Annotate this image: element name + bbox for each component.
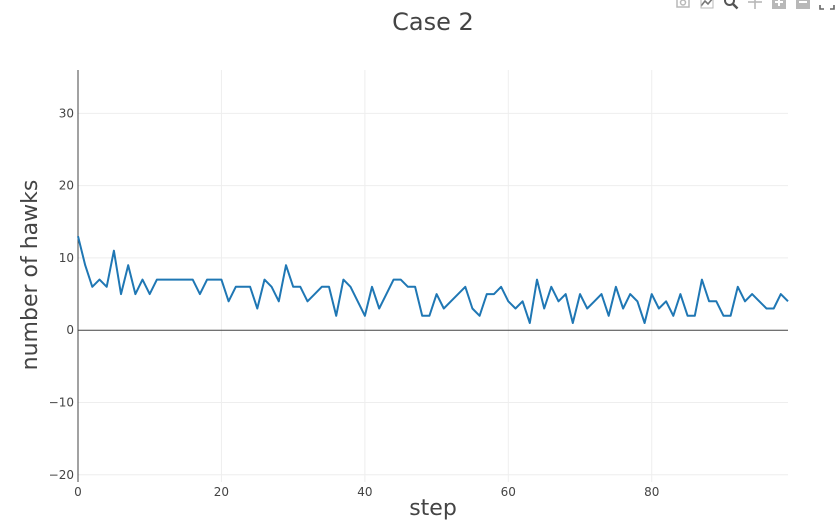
y-tick-label: −20 [49, 468, 74, 482]
zoom-in-icon[interactable] [770, 0, 788, 10]
camera-icon[interactable] [674, 0, 692, 10]
chart-title: Case 2 [392, 8, 474, 36]
series-layer [77, 235, 789, 324]
y-axis-title: number of hawks [18, 180, 43, 371]
x-tick-label: 40 [357, 485, 372, 499]
x-tick-label: 20 [214, 485, 229, 499]
autoscale-icon[interactable] [818, 0, 836, 10]
zoom-out-icon[interactable] [794, 0, 812, 10]
x-tick-label: 60 [501, 485, 516, 499]
modebar [674, 0, 836, 10]
y-tick-label: −10 [49, 395, 74, 409]
series-line [77, 235, 789, 324]
zoom-icon[interactable] [722, 0, 740, 10]
y-tick-label: 0 [66, 323, 74, 337]
y-tick-label: 20 [59, 179, 74, 193]
axes [77, 70, 788, 482]
tick-labels: −20 −10 0 10 20 30 0 20 40 60 80 [49, 106, 660, 499]
y-tick-label: 30 [59, 106, 74, 120]
x-tick-label: 0 [74, 485, 82, 499]
x-tick-label: 80 [644, 485, 659, 499]
x-axis-title: step [409, 496, 457, 521]
compare-icon[interactable] [698, 0, 716, 10]
y-tick-label: 10 [59, 251, 74, 265]
pan-icon[interactable] [746, 0, 764, 10]
grid [78, 70, 788, 482]
